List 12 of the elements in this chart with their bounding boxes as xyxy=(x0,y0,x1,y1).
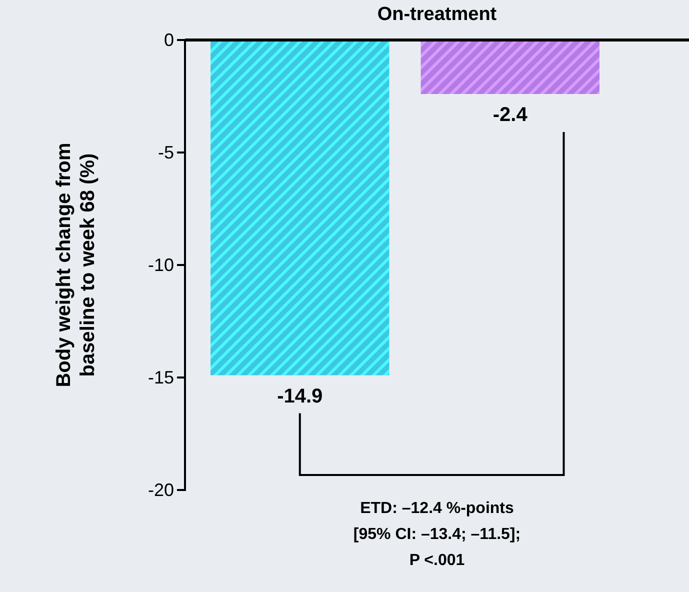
y-tick-label: -15 xyxy=(148,367,174,388)
text: P <.001 xyxy=(409,552,465,569)
y-tick-label: -10 xyxy=(148,254,174,275)
chart-title: On-treatment xyxy=(377,4,498,25)
data-label: -2.4 xyxy=(492,104,528,126)
data-label: -14.9 xyxy=(277,385,323,408)
y-tick-label: 0 xyxy=(164,30,174,50)
y-tick-label: -5 xyxy=(158,142,174,162)
text: ETD: –12.4 %-points xyxy=(360,500,514,517)
y-axis-title: Body weight change from baseline to week 68 (%) xyxy=(53,142,99,388)
text: [95% CI: –13.4; –11.5]; xyxy=(353,526,521,543)
y-tick-label: -20 xyxy=(148,480,174,500)
